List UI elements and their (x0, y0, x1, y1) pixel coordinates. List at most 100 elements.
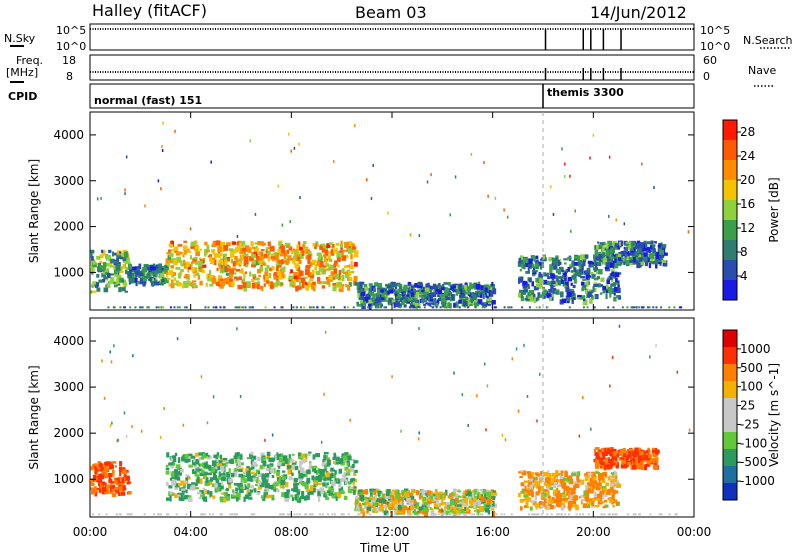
data-cell (239, 248, 243, 254)
data-cell (626, 256, 629, 260)
data-cell (199, 463, 204, 466)
data-cell (171, 274, 175, 278)
data-cell (634, 241, 637, 245)
data-cell (480, 292, 483, 299)
data-cell (424, 511, 429, 517)
data-cell (527, 476, 532, 479)
data-cell (484, 362, 486, 366)
data-cell (165, 263, 169, 268)
data-cell (445, 505, 448, 510)
data-cell (406, 494, 410, 497)
data-cell (603, 513, 606, 516)
data-cell (115, 486, 119, 491)
data-cell (540, 513, 543, 516)
data-cell (431, 298, 436, 301)
data-cell (322, 458, 325, 463)
data-cell (236, 452, 240, 458)
data-cell (555, 470, 559, 476)
data-cell (604, 464, 607, 471)
data-cell (292, 464, 295, 471)
data-cell (222, 253, 228, 257)
data-cell (116, 261, 121, 266)
data-cell (323, 265, 327, 268)
data-cell (386, 284, 392, 288)
data-cell (309, 491, 314, 495)
data-cell (338, 478, 341, 484)
data-cell (269, 267, 273, 272)
data-cell (472, 489, 476, 493)
data-cell (102, 262, 107, 268)
data-cell (586, 498, 591, 504)
colorbar-swatch (723, 398, 737, 416)
data-cell (439, 491, 443, 495)
data-cell (168, 485, 173, 489)
data-cell (287, 458, 293, 462)
data-cell (264, 271, 269, 277)
data-cell (120, 491, 126, 496)
x-tick-label: 08:00 (274, 525, 309, 539)
data-cell (580, 499, 584, 505)
data-cell (557, 500, 561, 507)
data-cell (535, 306, 538, 309)
data-cell (591, 501, 595, 506)
data-cell (574, 255, 578, 260)
data-cell (333, 513, 336, 516)
data-cell (336, 477, 339, 482)
data-cell (230, 281, 235, 287)
data-cell (194, 261, 200, 265)
data-cell (239, 395, 242, 399)
data-cell (534, 269, 538, 273)
data-cell (291, 453, 295, 456)
data-cell (642, 245, 646, 252)
data-cell (275, 255, 279, 261)
data-cell (554, 489, 557, 493)
data-cell (99, 474, 105, 480)
data-cell (108, 280, 114, 284)
data-cell (350, 458, 356, 462)
data-cell (384, 494, 389, 500)
data-cell (352, 486, 357, 490)
data-cell (559, 493, 563, 497)
data-cell (546, 513, 549, 516)
data-cell (250, 254, 256, 258)
beam-title: Beam 03 (355, 3, 427, 22)
data-cell (419, 507, 424, 510)
data-cell (325, 484, 328, 489)
data-cell (615, 513, 618, 516)
data-cell (262, 456, 266, 461)
data-cell (318, 482, 322, 485)
data-cell (142, 281, 146, 287)
data-cell (261, 241, 264, 247)
data-cell (595, 498, 601, 501)
data-cell (162, 281, 167, 284)
data-cell (228, 484, 232, 489)
colorbar-tick-label: 500 (740, 361, 763, 375)
data-cell (282, 458, 286, 465)
data-cell (118, 287, 122, 293)
data-cell (240, 240, 246, 246)
data-cell (180, 493, 184, 498)
data-cell (584, 478, 589, 481)
data-cell (663, 261, 667, 267)
data-cell (115, 264, 121, 271)
data-cell (570, 229, 572, 233)
data-cell (543, 499, 547, 503)
data-cell (482, 488, 487, 495)
data-cell (206, 472, 212, 476)
data-cell (96, 287, 101, 292)
data-cell (216, 267, 219, 271)
data-cell (655, 263, 658, 269)
data-cell (219, 497, 224, 503)
data-cell (119, 470, 122, 477)
data-cell (348, 277, 353, 282)
data-cell (601, 451, 605, 456)
data-cell (264, 306, 267, 309)
data-cell (417, 437, 420, 441)
data-cell (383, 291, 388, 295)
colorbar-swatch (723, 347, 737, 365)
data-cell (432, 513, 435, 516)
data-cell (122, 306, 125, 309)
data-cell (418, 513, 421, 516)
data-cell (531, 281, 535, 287)
data-cell (408, 492, 414, 497)
